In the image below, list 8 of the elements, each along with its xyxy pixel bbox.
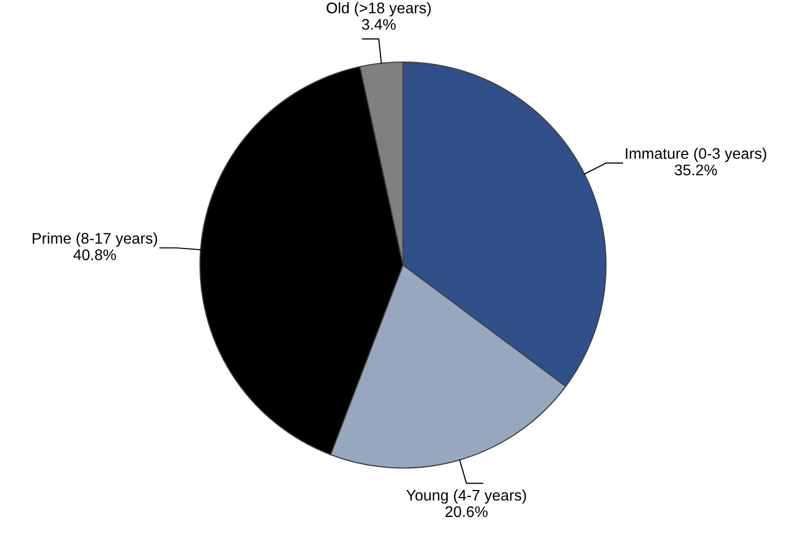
data-label: 3.4%: [362, 19, 396, 30]
data-label: 35.2%: [674, 164, 717, 176]
data-label: 20.6%: [446, 506, 488, 518]
slice-label: Young (4-7 years): [406, 489, 526, 504]
slice-label: Prime (8-17 years): [32, 232, 158, 247]
slice-label: Immature (0-3 years): [626, 148, 766, 162]
slice-label: Old (>18 years): [326, 2, 431, 16]
data-label: 40.8%: [73, 249, 116, 260]
